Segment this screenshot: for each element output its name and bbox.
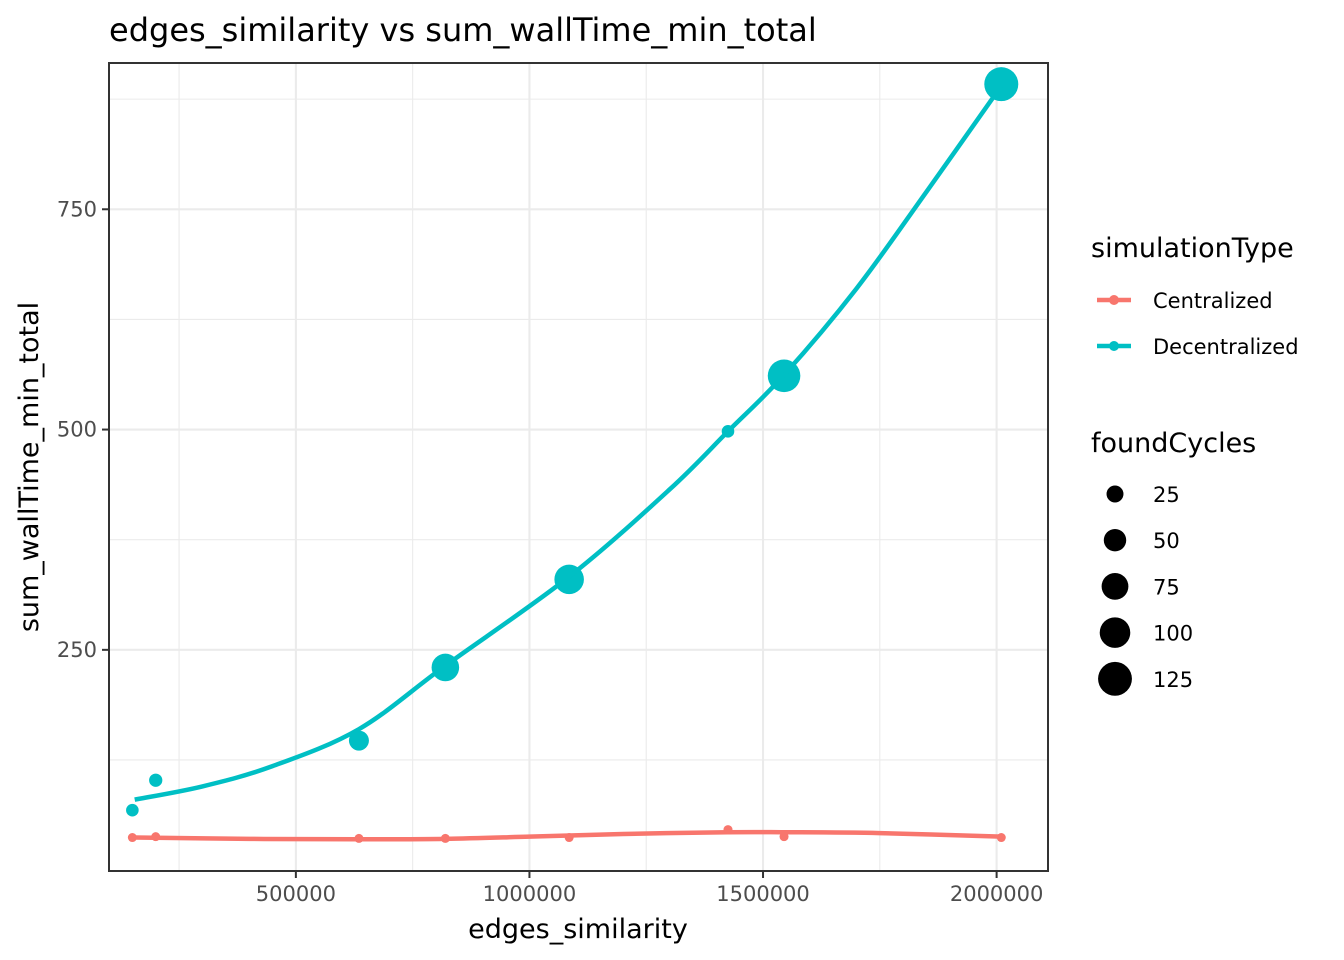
size-legend-circle bbox=[1103, 528, 1127, 552]
size-legend-label: 75 bbox=[1153, 575, 1180, 599]
y-tick-label: 500 bbox=[57, 418, 97, 442]
size-legend: foundCycles 25 50 75 100 125 bbox=[1091, 428, 1256, 696]
grid bbox=[109, 63, 1048, 871]
size-legend-label: 100 bbox=[1153, 622, 1193, 646]
size-legend-circle bbox=[1106, 485, 1124, 503]
panel-border bbox=[108, 62, 1049, 872]
y-tick-label: 750 bbox=[57, 197, 97, 221]
x-tick-label: 500000 bbox=[256, 882, 336, 906]
legend-label-centralized: Centralized bbox=[1153, 289, 1273, 313]
centralized-smooth-line bbox=[134, 829, 1002, 842]
decentralized-point bbox=[984, 67, 1019, 102]
x-axis: 500000 1000000 1500000 2000000 bbox=[256, 871, 1044, 906]
x-tick-label: 1500000 bbox=[716, 882, 810, 906]
x-tick-label: 2000000 bbox=[950, 882, 1044, 906]
x-axis-title: edges_similarity bbox=[468, 914, 688, 945]
centralized-point bbox=[127, 833, 137, 843]
y-axis: 250 500 750 bbox=[57, 197, 109, 662]
decentralized-smooth-line bbox=[134, 84, 1004, 802]
y-axis-title: sum_wallTime_min_total bbox=[14, 302, 45, 632]
size-legend-title: foundCycles bbox=[1091, 428, 1256, 459]
x-tick-label: 1000000 bbox=[483, 882, 577, 906]
color-legend: simulationType Centralized Decentralized bbox=[1091, 233, 1299, 359]
decentralized-point bbox=[126, 803, 139, 817]
series-decentralized bbox=[126, 67, 1019, 817]
size-legend-circle bbox=[1098, 661, 1132, 696]
y-tick-label: 250 bbox=[57, 638, 97, 662]
color-legend-title: simulationType bbox=[1091, 233, 1294, 264]
size-legend-label: 25 bbox=[1153, 483, 1180, 507]
legend-key-point-decentralized bbox=[1109, 341, 1119, 351]
series-centralized bbox=[127, 825, 1006, 843]
size-legend-circle bbox=[1101, 573, 1129, 600]
size-legend-label: 50 bbox=[1153, 529, 1180, 553]
size-legend-circle bbox=[1099, 617, 1131, 648]
series-layer bbox=[126, 67, 1019, 843]
legend-key-point-centralized bbox=[1109, 295, 1119, 305]
chart-title: edges_similarity vs sum_wallTime_min_tot… bbox=[109, 11, 817, 49]
decentralized-point bbox=[149, 773, 163, 787]
legend-label-decentralized: Decentralized bbox=[1153, 335, 1299, 359]
size-legend-label: 125 bbox=[1153, 668, 1193, 692]
decentralized-point bbox=[348, 730, 369, 751]
